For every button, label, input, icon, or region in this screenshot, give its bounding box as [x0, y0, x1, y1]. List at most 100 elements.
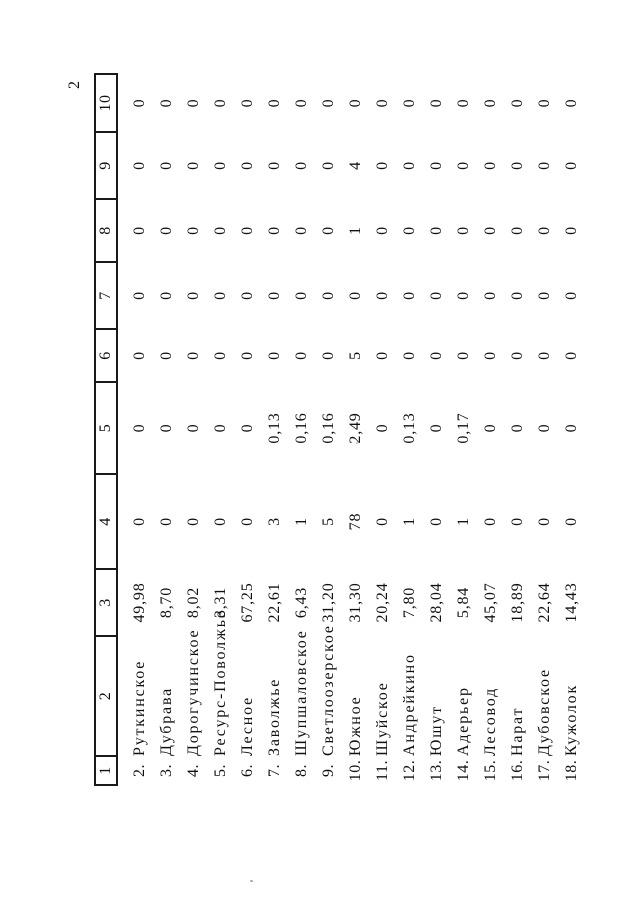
value-cell: 0: [481, 161, 499, 170]
value-cell: 0: [265, 291, 283, 300]
value-cell: 0: [319, 226, 337, 235]
table-row: 18. Кужолок 14,43 0 0 0 0 0 0 0: [558, 74, 585, 785]
scan-speck: [250, 880, 253, 882]
value-cell: 45,07: [481, 582, 499, 623]
value-cell: 0: [535, 98, 553, 108]
column-header: 5: [95, 382, 117, 474]
value-cell: 0: [400, 98, 418, 108]
value-cell: 0: [481, 98, 499, 108]
value-cell: 0: [157, 517, 175, 526]
value-cell: 0: [238, 423, 256, 433]
row-number-cell: 13.: [427, 759, 445, 782]
value-cell: 0: [562, 98, 580, 108]
column-header: 2: [95, 636, 117, 756]
header-row: 1 2 3 4 5 6 7 8 9 10: [95, 74, 117, 785]
value-cell: 0: [535, 517, 553, 526]
value-cell: 0: [265, 226, 283, 235]
scan-speck: [356, 442, 358, 444]
value-cell: 0: [157, 351, 175, 360]
table-row: 6. Лесное 67,25 0 0 0 0 0 0 0: [234, 74, 261, 785]
value-cell: 1: [346, 226, 364, 235]
value-cell: 0: [454, 226, 472, 235]
name-cell: Нарат: [508, 706, 526, 756]
value-cell: 0: [130, 98, 148, 108]
value-cell: 5: [319, 517, 337, 526]
table-row: 2. Руткинское 49,98 0 0 0 0 0 0 0: [126, 74, 153, 785]
value-cell: 0: [157, 161, 175, 170]
value-cell: 0: [265, 351, 283, 360]
row-number-cell: 14.: [454, 759, 472, 782]
row-number-cell: 5.: [211, 764, 229, 777]
value-cell: 0: [211, 226, 229, 235]
value-cell: 0: [535, 351, 553, 360]
value-cell: 0: [427, 291, 445, 300]
value-cell: 22,64: [535, 582, 553, 623]
row-number-cell: 7.: [265, 764, 283, 777]
value-cell: 0: [130, 423, 148, 433]
value-cell: 0: [157, 98, 175, 108]
column-header: 4: [95, 474, 117, 569]
value-cell: 0: [562, 291, 580, 300]
name-cell: Заволжье: [265, 677, 283, 756]
name-cell: Шуйское: [373, 681, 391, 756]
value-cell: 0: [508, 161, 526, 170]
value-cell: 0: [454, 351, 472, 360]
value-cell: 6,43: [292, 586, 310, 619]
value-cell: 7,80: [400, 586, 418, 619]
value-cell: 0: [184, 423, 202, 433]
value-cell: 0,13: [400, 412, 418, 444]
value-cell: 0: [184, 351, 202, 360]
value-cell: 0: [535, 226, 553, 235]
value-cell: 0: [400, 291, 418, 300]
value-cell: 0: [319, 291, 337, 300]
name-cell: Руткинское: [130, 659, 148, 756]
value-cell: 5,84: [454, 586, 472, 619]
row-number-cell: 15.: [481, 759, 499, 782]
column-header: 1: [95, 756, 117, 785]
spacer-row: [117, 74, 126, 785]
value-cell: 0: [130, 291, 148, 300]
value-cell: 0: [400, 351, 418, 360]
value-cell: 0: [238, 98, 256, 108]
name-cell: Лесное: [238, 695, 256, 756]
name-cell: Ресурс-Поволжье: [211, 609, 229, 756]
value-cell: 2,49: [346, 412, 364, 444]
value-cell: 0: [481, 351, 499, 360]
value-cell: 0,17: [454, 412, 472, 444]
value-cell: 0: [157, 291, 175, 300]
table-row: 14. Адерьер 5,84 1 0,17 0 0 0 0 0: [450, 74, 477, 785]
name-cell: Светлоозерское: [319, 624, 337, 756]
table-row: 9. Светлоозерское 31,20 5 0,16 0 0 0 0 0: [315, 74, 342, 785]
value-cell: 0: [508, 351, 526, 360]
rotated-content: 2 1 2 3 4 5 6 7 8 9 10 2. Руткинское 49,98 0 0 0 0 0 0 0 3.…: [66, 71, 600, 786]
name-cell: Кужолок: [562, 683, 580, 756]
value-cell: 0: [427, 351, 445, 360]
value-cell: 0: [265, 161, 283, 170]
value-cell: 0: [130, 351, 148, 360]
value-cell: 0: [508, 98, 526, 108]
value-cell: 0: [292, 161, 310, 170]
name-cell: Дорогучинское: [184, 628, 202, 756]
value-cell: 1: [400, 517, 418, 526]
row-number-cell: 18.: [562, 759, 580, 782]
value-cell: 67,25: [238, 582, 256, 623]
name-cell: Андрейкино: [400, 653, 418, 756]
column-header: 3: [95, 569, 117, 636]
table-body: 2. Руткинское 49,98 0 0 0 0 0 0 0 3. Дубрава 8,70 0 0 0…: [117, 74, 585, 785]
value-cell: 31,30: [346, 582, 364, 623]
value-cell: 0: [292, 291, 310, 300]
value-cell: 0: [535, 161, 553, 170]
table-row: 17. Дубовское 22,64 0 0 0 0 0 0 0: [531, 74, 558, 785]
row-number-cell: 6.: [238, 764, 256, 777]
value-cell: 0: [427, 226, 445, 235]
value-cell: 0: [373, 161, 391, 170]
name-cell: Дубовское: [535, 668, 553, 756]
value-cell: 0: [319, 98, 337, 108]
value-cell: 0: [427, 423, 445, 433]
value-cell: 0: [346, 98, 364, 108]
value-cell: 0: [373, 517, 391, 526]
row-number-cell: 16.: [508, 759, 526, 782]
data-table: 1 2 3 4 5 6 7 8 9 10 2. Руткинское 49,98 0 0 0 0 0 0 0 3. Ду…: [94, 73, 585, 786]
value-cell: 49,98: [130, 582, 148, 623]
name-cell: Юшут: [427, 705, 445, 756]
